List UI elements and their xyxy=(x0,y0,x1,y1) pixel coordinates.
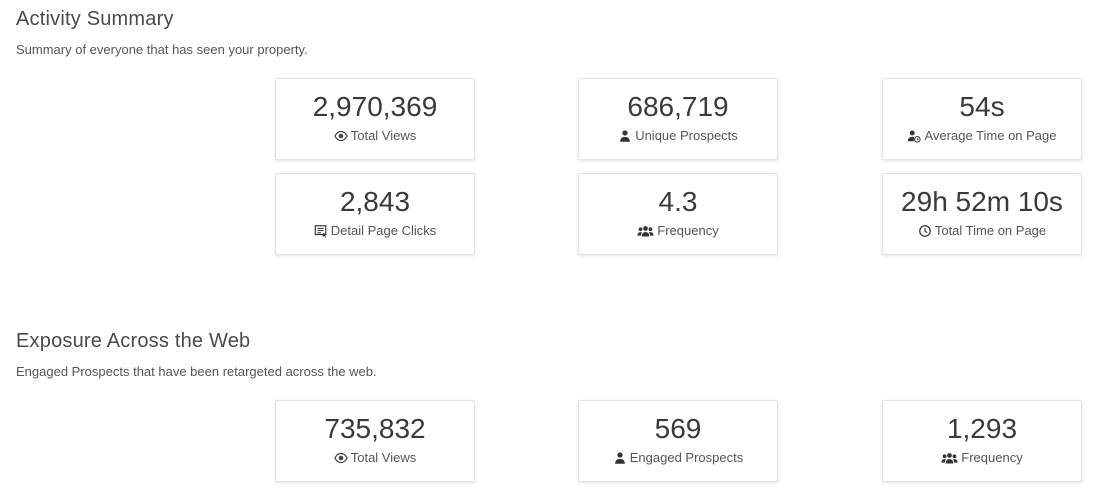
stat-label-row: Frequency xyxy=(883,450,1081,466)
exposure-title: Exposure Across the Web xyxy=(16,330,251,352)
activity-summary-title: Activity Summary xyxy=(16,8,174,30)
stat-value: 2,843 xyxy=(339,186,411,217)
group-icon xyxy=(941,451,958,465)
stat-label: Frequency xyxy=(961,450,1023,465)
stat-label: Frequency xyxy=(657,223,719,238)
person-clock-icon xyxy=(907,129,922,143)
stat-label-row: Engaged Prospects xyxy=(579,450,777,466)
stat-label: Detail Page Clicks xyxy=(330,223,437,238)
stat-value: 569 xyxy=(654,413,702,444)
stat-card-unique-prospects: 686,719 Unique Prospects xyxy=(578,78,778,160)
stat-card-detail-page-clicks: 2,843 Detail Page Clicks xyxy=(275,173,475,255)
stat-label: Total Views xyxy=(350,128,417,143)
stat-card-web-total-views: 735,832 Total Views xyxy=(275,400,475,482)
stat-value: 735,832 xyxy=(324,413,426,444)
group-icon xyxy=(637,224,654,238)
stat-value: 2,970,369 xyxy=(312,91,438,122)
stat-label: Total Views xyxy=(350,450,417,465)
stat-label-row: Detail Page Clicks xyxy=(276,223,474,239)
stat-card-frequency: 4.3 Frequency xyxy=(578,173,778,255)
person-icon xyxy=(618,129,632,143)
stat-value: 4.3 xyxy=(658,186,698,217)
stat-label: Unique Prospects xyxy=(635,128,738,143)
eye-icon xyxy=(333,129,348,143)
stat-value: 1,293 xyxy=(946,413,1018,444)
stat-label-row: Total Views xyxy=(276,450,474,466)
eye-icon xyxy=(333,451,348,465)
clock-icon xyxy=(918,224,932,238)
stat-card-web-frequency: 1,293 Frequency xyxy=(882,400,1082,482)
stat-card-average-time: 54s Average Time on Page xyxy=(882,78,1082,160)
stat-label-row: Average Time on Page xyxy=(883,128,1081,144)
stat-label-row: Frequency xyxy=(579,223,777,239)
stat-label: Engaged Prospects xyxy=(629,450,744,465)
stat-label-row: Total Time on Page xyxy=(883,223,1081,239)
stat-card-total-time: 29h 52m 10s Total Time on Page xyxy=(882,173,1082,255)
activity-summary-subtitle: Summary of everyone that has seen your p… xyxy=(16,42,308,57)
stat-value: 29h 52m 10s xyxy=(901,186,1063,217)
stat-label: Total Time on Page xyxy=(934,223,1047,238)
stat-value: 54s xyxy=(959,91,1005,122)
stat-value: 686,719 xyxy=(627,91,729,122)
exposure-subtitle: Engaged Prospects that have been retarge… xyxy=(16,364,377,379)
stat-label-row: Unique Prospects xyxy=(579,128,777,144)
stat-label: Average Time on Page xyxy=(924,128,1057,143)
stat-label-row: Total Views xyxy=(276,128,474,144)
person-icon xyxy=(613,451,627,465)
stat-card-total-views: 2,970,369 Total Views xyxy=(275,78,475,160)
stat-card-engaged-prospects: 569 Engaged Prospects xyxy=(578,400,778,482)
document-click-icon xyxy=(314,224,328,238)
